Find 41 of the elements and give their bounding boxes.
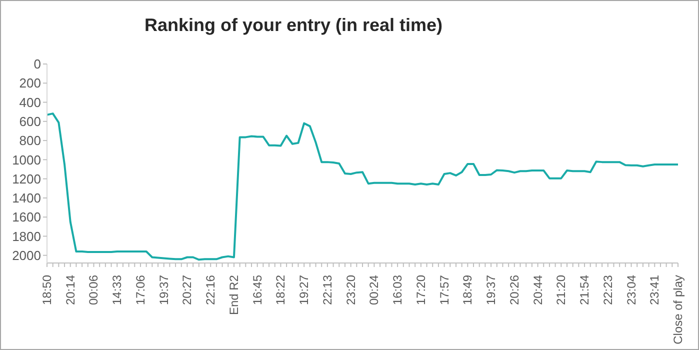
x-tick-label: 21:54 <box>578 274 592 306</box>
x-tick-label: 00:06 <box>86 274 101 306</box>
x-tick-label: 16:45 <box>250 274 264 306</box>
y-tick-label: 1600 <box>12 210 41 225</box>
y-tick-label: 1400 <box>12 190 41 206</box>
x-tick-label: End R2 <box>226 274 241 316</box>
x-tick-label: 19:27 <box>297 274 312 306</box>
chart-title: Ranking of your entry (in real time) <box>143 15 444 36</box>
x-tick-label: Close of play <box>671 275 685 344</box>
x-tick-label: 18:22 <box>274 274 288 306</box>
y-tick-label: 1200 <box>12 171 41 186</box>
y-tick-label: 0 <box>34 56 41 72</box>
x-tick-label: 17:57 <box>437 274 452 306</box>
x-tick-label: 20:14 <box>63 274 78 306</box>
x-tick-label: 17:20 <box>414 274 428 306</box>
x-tick-label: 23:04 <box>624 274 638 306</box>
y-tick-label: 1800 <box>12 228 41 244</box>
y-tick-label: 1000 <box>12 152 41 168</box>
x-tick-label: 21:20 <box>554 274 568 306</box>
line-series <box>46 112 679 261</box>
x-tick-label: 19:37 <box>156 274 171 306</box>
x-tick-label: 16:03 <box>390 274 405 306</box>
x-tick-label: 14:33 <box>110 274 124 306</box>
y-tick-label: 600 <box>19 114 41 130</box>
x-tick-label: 22:23 <box>600 274 615 306</box>
x-tick-label: 22:16 <box>204 274 218 306</box>
x-tick-label: 22:13 <box>320 274 334 306</box>
x-tick-label: 17:06 <box>133 274 148 306</box>
x-tick-label: 18:49 <box>460 274 475 306</box>
y-tick-label: 800 <box>19 133 41 148</box>
y-tick-label: 400 <box>19 94 41 110</box>
x-tick-label: 23:41 <box>648 274 662 306</box>
y-tick-label: 2000 <box>12 248 41 263</box>
x-tick-label: 20:26 <box>507 274 522 306</box>
x-tick-label: 23:20 <box>344 274 358 306</box>
x-tick-label: 20:27 <box>180 274 194 306</box>
x-tick-label: 19:37 <box>484 274 498 306</box>
x-tick-label: 18:50 <box>40 274 54 306</box>
y-tick-label: 200 <box>19 76 41 91</box>
x-tick-label: 00:24 <box>367 274 382 306</box>
x-tick-label: 20:44 <box>530 274 545 306</box>
